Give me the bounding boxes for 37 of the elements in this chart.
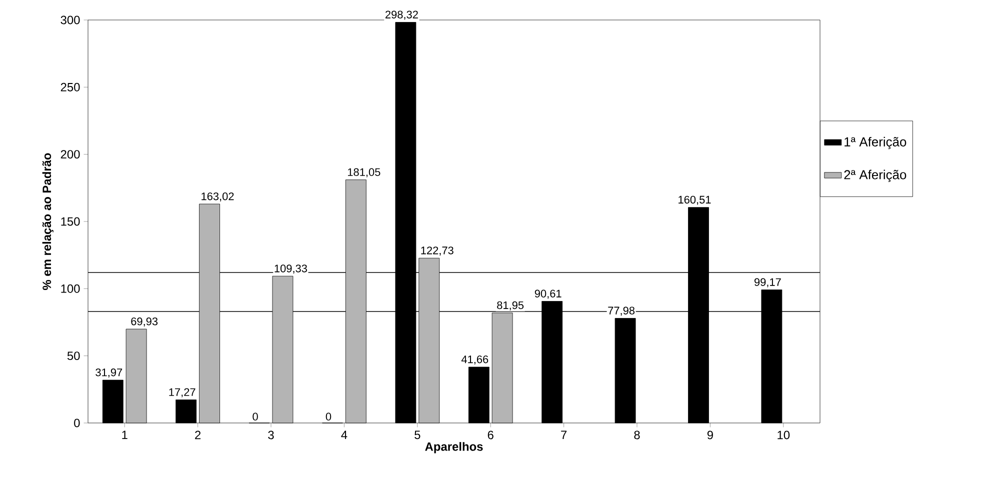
x-tick-label: 4	[341, 430, 348, 439]
data-label: 163,02	[202, 192, 234, 202]
y-axis-title: % em relação ao Padrão	[42, 153, 54, 290]
x-tick-label: 1	[122, 430, 128, 439]
y-tick-label: 250	[60, 82, 80, 92]
y-tick-label: 200	[60, 150, 80, 159]
data-label: 90,61	[534, 290, 562, 299]
x-tick-label: 9	[707, 430, 713, 440]
data-label: 81,95	[497, 301, 524, 310]
data-label: 0	[326, 412, 332, 420]
x-tick-label: 7	[561, 430, 567, 439]
y-tick-label: 300	[60, 16, 80, 24]
data-label: 17,27	[169, 388, 196, 398]
legend-label: 2ª Aferição	[844, 170, 906, 182]
data-label: 77,98	[608, 306, 635, 316]
x-tick-label: 8	[634, 430, 640, 440]
data-label: 298,32	[385, 10, 418, 20]
data-label: 31,97	[96, 368, 122, 378]
y-tick-label: 0	[74, 418, 80, 428]
x-tick-label: 3	[268, 430, 274, 440]
data-label: 41,66	[461, 355, 488, 365]
y-tick-label: 50	[67, 352, 80, 360]
data-label: 122,73	[421, 246, 454, 256]
y-tick-label: 150	[61, 217, 80, 226]
legend-label: 1ª Aferição	[844, 136, 906, 150]
data-label: 69,93	[131, 318, 158, 327]
data-label: 99,17	[754, 278, 781, 288]
data-label: 0	[252, 412, 258, 420]
x-axis-title: Aparelhos	[425, 442, 483, 454]
data-label: 181,05	[348, 168, 380, 178]
x-tick-label: 5	[414, 430, 420, 440]
x-tick-label: 10	[778, 430, 790, 440]
x-tick-label: 2	[195, 430, 201, 440]
x-tick-label: 6	[488, 430, 494, 440]
data-label: 109,33	[274, 264, 307, 274]
y-tick-label: 100	[61, 284, 80, 293]
data-label: 160,51	[678, 196, 711, 205]
